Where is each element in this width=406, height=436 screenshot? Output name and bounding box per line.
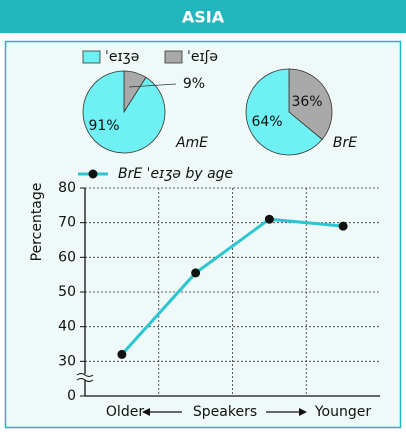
marker	[338, 221, 348, 231]
axis-break-gap	[77, 374, 93, 380]
marker	[264, 214, 274, 224]
legend-label: BrE ˈeɪʒə by age	[118, 166, 233, 182]
line	[120, 217, 344, 356]
y-tick-label: 60	[58, 249, 76, 265]
marker	[117, 349, 127, 359]
legend-marker	[88, 169, 98, 179]
legend-label: ˈeɪʃə	[187, 49, 218, 65]
legend-label: ˈeɪʒə	[105, 49, 139, 65]
pie-slice	[288, 68, 333, 140]
marker	[191, 268, 201, 278]
legend-swatch	[164, 50, 183, 64]
panel	[4, 40, 402, 429]
y-tick-label: 80	[58, 180, 76, 196]
y-tick-label: 50	[58, 284, 76, 300]
y-tick-label: 40	[58, 319, 76, 335]
x-annotation: Speakers	[193, 404, 257, 420]
pie-label: AmE	[175, 135, 208, 151]
pie-slice	[245, 68, 323, 156]
value-label: 36%	[291, 94, 322, 110]
leader-line	[128, 83, 177, 88]
value-label: 91%	[88, 118, 119, 134]
arrow-head	[142, 408, 150, 416]
arrow-head	[299, 408, 307, 416]
pie-slice	[82, 70, 166, 154]
header-title: ASIA	[182, 8, 225, 27]
y-axis-label: Percentage	[29, 183, 45, 262]
pie-label: BrE	[333, 135, 357, 151]
header-bar	[0, 0, 406, 33]
x-annotation: Younger	[314, 404, 372, 420]
axis-break	[76, 373, 94, 382]
value-label: 9%	[183, 76, 205, 92]
y-tick-label: 0	[67, 388, 76, 404]
value-label: 64%	[251, 114, 282, 130]
x-annotation: Older	[106, 404, 144, 420]
legend-swatch	[82, 50, 101, 64]
y-tick-label: 30	[58, 353, 76, 369]
y-tick-label: 70	[58, 215, 76, 231]
